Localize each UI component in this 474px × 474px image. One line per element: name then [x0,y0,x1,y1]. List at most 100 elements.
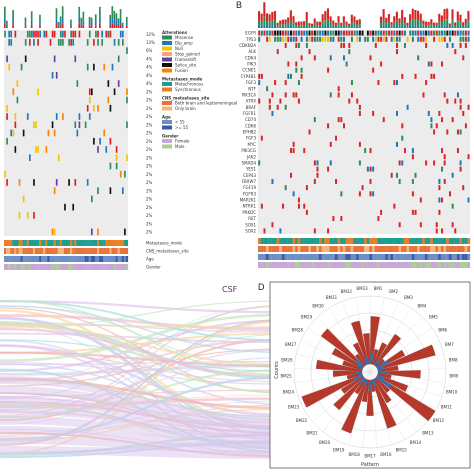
a-cell [126,88,128,96]
a-legend-swatch [162,120,172,124]
a-top-bar [94,14,97,22]
polar-grid-spoke [369,297,385,373]
b-cell [464,36,467,42]
b-track-cell [329,254,333,260]
a-cell [4,170,6,178]
polar-category-label: BM10 [446,389,458,394]
b-cell [258,160,261,166]
b-cell [425,160,428,166]
a-cell [53,228,56,236]
b-track-cell [387,254,391,260]
b-top-bar [356,24,359,27]
a-cell [126,96,128,104]
a-top-bar [24,22,27,26]
b-cell [260,73,263,79]
b-top-bar [342,26,345,28]
b-track-cell [369,254,373,260]
b-top-bar [424,27,428,28]
b-top-bar [326,19,330,26]
a-cell [14,113,17,120]
a-track-cell [115,256,118,262]
b-cell [456,148,459,154]
a-cell [62,39,64,46]
a-top-bar [30,24,33,28]
a-top-bar [70,19,72,24]
a-cell [74,179,77,186]
b-track-cell [379,246,383,252]
a-cell [20,63,23,71]
b-track-cell [419,238,423,244]
b-track-cell [279,254,282,260]
b-top-bar [265,21,269,26]
b-cell [438,30,441,36]
b-cell [258,36,261,42]
a-track-cell [84,256,87,262]
polar-grid-spoke [369,371,406,440]
b-cell [350,80,353,86]
b-track-cell [279,238,282,244]
a-cell [93,137,95,145]
b-top-bar [446,19,449,26]
b-top-bar [403,26,406,28]
b-top-bar [284,26,287,28]
a-track-cell [45,256,48,262]
b-track-cell [414,254,418,260]
b-gene-label: CDK4 [245,55,256,60]
sankey-flow [0,386,283,429]
b-top-bar [427,21,430,26]
a-cell [51,228,54,236]
b-gene-label: PIK3CG [241,148,256,153]
b-cell [409,30,412,36]
a-cell [64,203,66,211]
b-gene-label: MAP2K1 [240,198,257,203]
a-track-cell [82,264,85,270]
a-track-cell [22,264,25,270]
a-track-cell [32,240,36,246]
a-track-cell [18,240,21,246]
b-track-cell [401,246,404,252]
polar-category-label: BM23 [288,404,300,409]
a-track-cell [14,240,17,246]
b-track-cell [350,262,354,268]
b-top-bar [462,25,465,28]
b-cell [393,203,396,209]
polar-category-label: BM5 [429,314,438,319]
b-cell [295,67,298,73]
b-track-cell [467,254,471,260]
b-track-cell [369,246,373,252]
a-track-cell [16,256,19,262]
b-gene-label: EGFR [245,31,256,36]
b-track-cell [279,246,282,252]
b-cell [443,154,446,160]
polar-bar [320,328,365,368]
b-cell [451,30,454,36]
a-track-cell [4,256,7,262]
b-top-bar [287,26,290,28]
a-percentage: 2% [146,172,153,177]
polar-bar [332,370,363,377]
polar-category-label: BM26 [281,358,293,363]
b-top-bar [448,27,451,28]
b-track-cell [321,238,325,244]
b-top-bar [411,19,414,26]
polar-grid-spoke [369,371,436,411]
b-top-bar [332,26,335,28]
b-track-cell [409,262,412,268]
b-track-cell [371,254,375,260]
b-track-cell [446,246,449,252]
b-gene-label: TP53 [245,37,256,42]
b-cell [401,160,404,166]
b-cell [430,61,433,67]
b-top-bar [353,26,356,28]
a-track-cell [59,256,62,262]
b-top-bar [435,25,438,28]
a-track-cell [121,248,124,254]
a-top-bar [39,25,41,28]
b-cell [372,110,375,116]
b-track-cell [446,262,449,268]
b-cell [308,36,311,42]
a-track-cell [86,256,89,262]
b-track-cell [462,254,465,260]
b-track-cell [265,246,269,252]
b-matrix-background [258,30,470,234]
